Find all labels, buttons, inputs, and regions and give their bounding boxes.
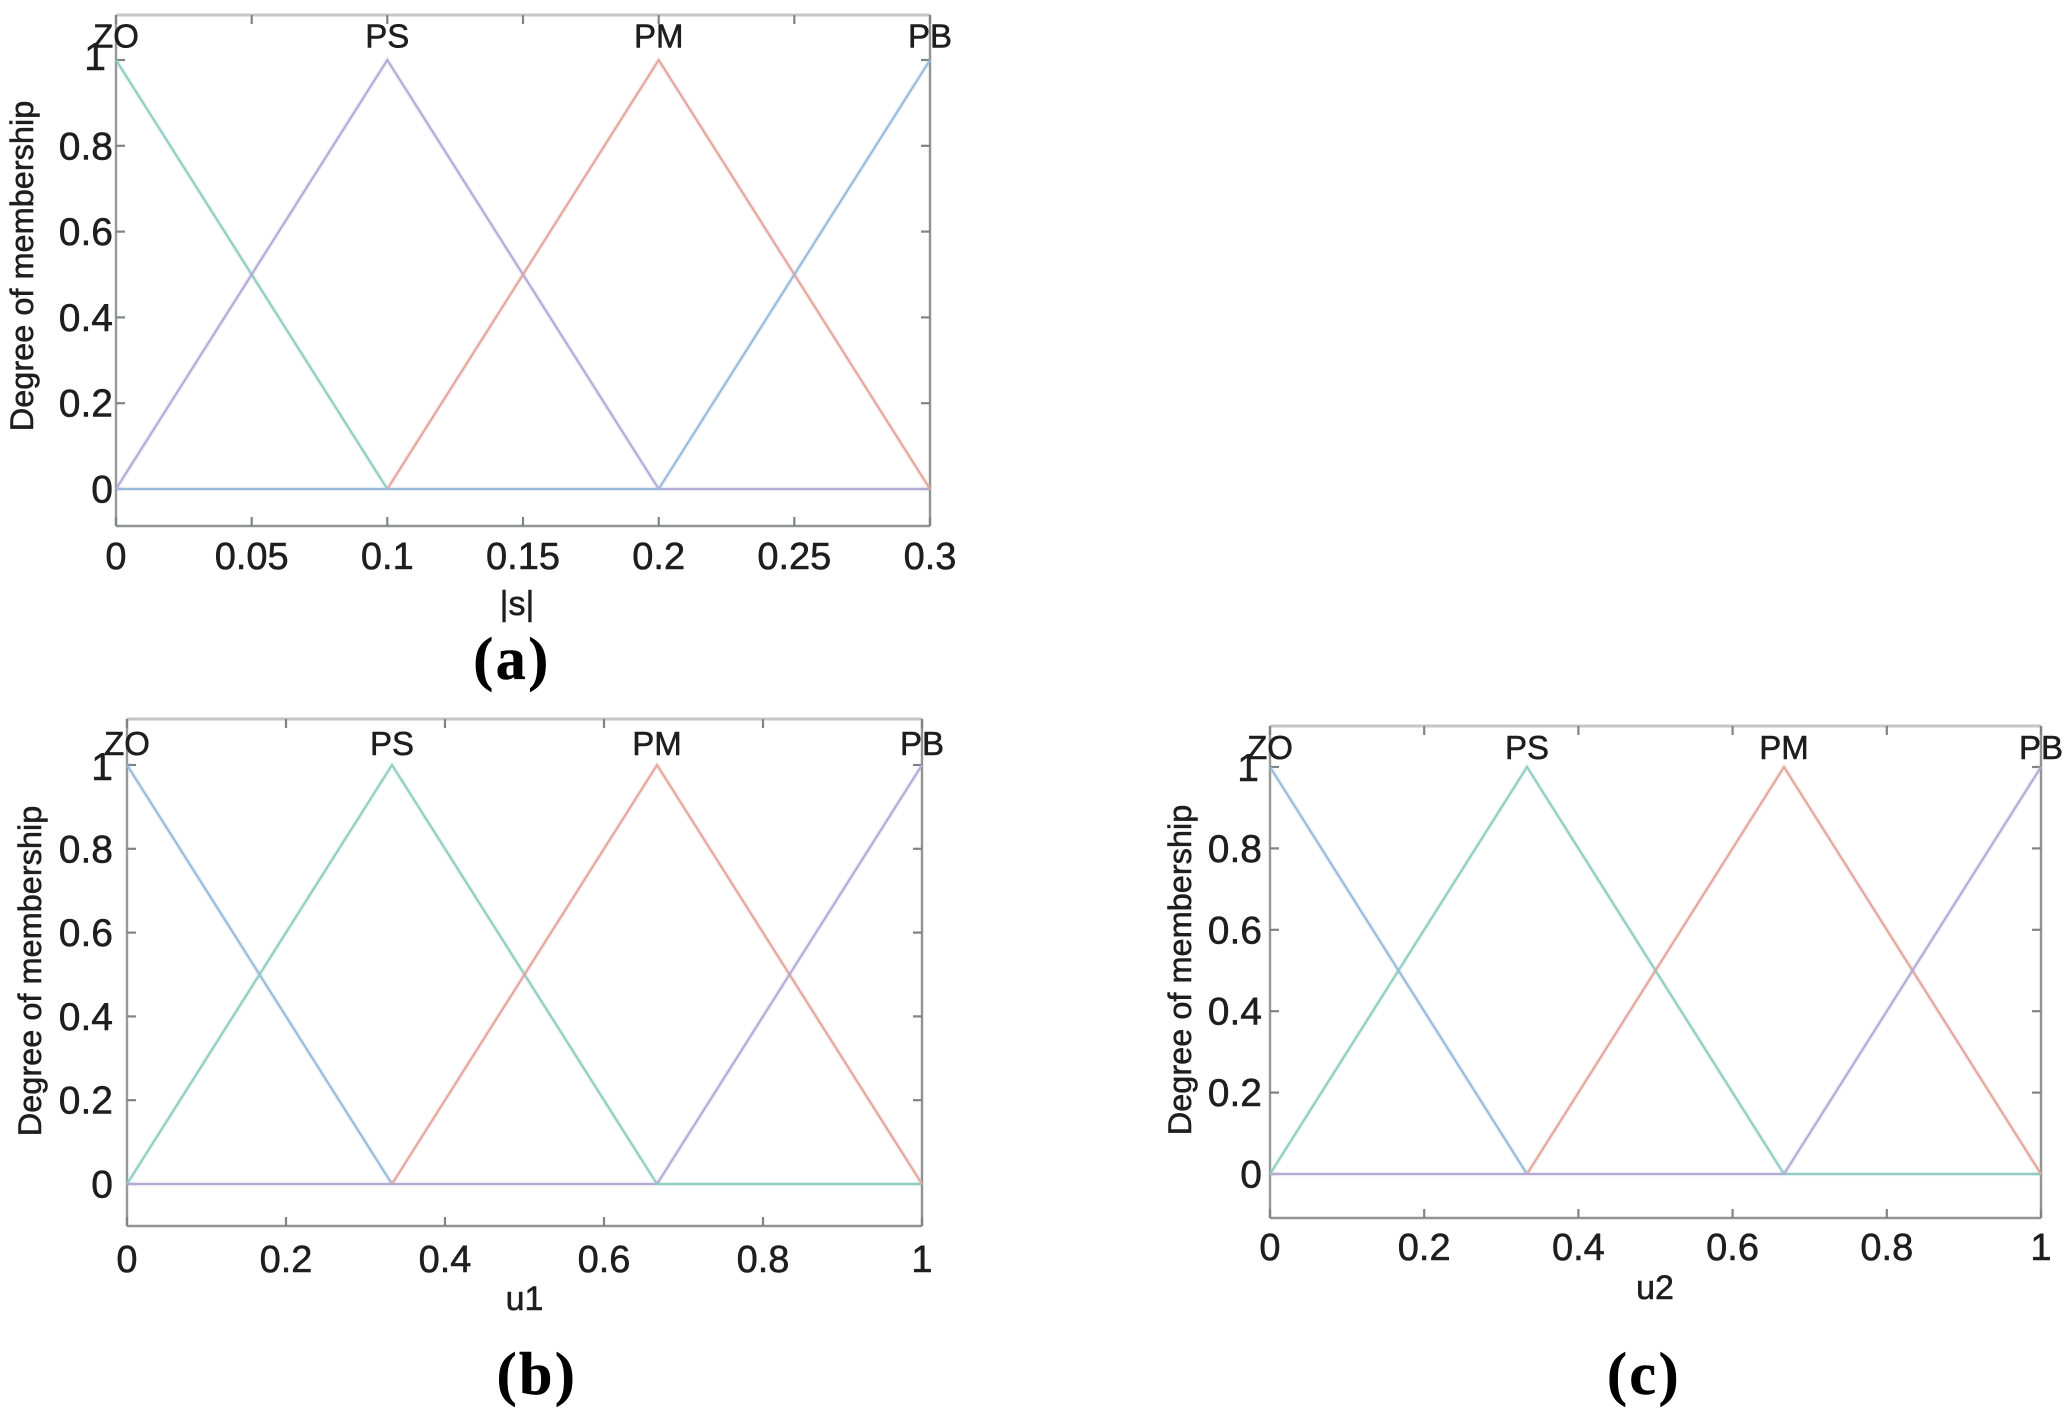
- svg-text:0.4: 0.4: [1208, 991, 1262, 1034]
- svg-text:|s|: |s|: [500, 585, 535, 623]
- svg-text:0.2: 0.2: [1208, 1072, 1262, 1115]
- svg-text:0.3: 0.3: [904, 536, 957, 578]
- svg-text:0: 0: [1259, 1227, 1280, 1269]
- svg-text:0.4: 0.4: [419, 1239, 472, 1281]
- svg-text:0.8: 0.8: [59, 828, 113, 871]
- svg-text:(a): (a): [473, 626, 550, 692]
- svg-text:0.1: 0.1: [361, 536, 414, 578]
- svg-text:ZO: ZO: [1247, 729, 1293, 766]
- svg-text:ZO: ZO: [93, 18, 139, 55]
- svg-text:PS: PS: [1505, 729, 1549, 766]
- svg-text:0.2: 0.2: [59, 383, 113, 426]
- svg-text:PM: PM: [1759, 729, 1809, 766]
- svg-text:0.6: 0.6: [1208, 909, 1262, 952]
- svg-text:0.8: 0.8: [1860, 1227, 1913, 1269]
- svg-text:PS: PS: [370, 725, 414, 762]
- svg-text:1: 1: [91, 746, 113, 789]
- svg-text:0.2: 0.2: [260, 1239, 313, 1281]
- svg-text:0: 0: [105, 536, 126, 578]
- svg-text:0.05: 0.05: [215, 536, 289, 578]
- svg-text:0.8: 0.8: [737, 1239, 790, 1281]
- svg-text:PS: PS: [365, 18, 409, 55]
- svg-text:0.6: 0.6: [59, 211, 113, 254]
- svg-text:0.6: 0.6: [578, 1239, 631, 1281]
- svg-text:1: 1: [84, 36, 106, 79]
- svg-text:1: 1: [2030, 1227, 2051, 1269]
- svg-text:0.6: 0.6: [59, 912, 113, 955]
- svg-text:(c): (c): [1607, 1341, 1681, 1407]
- svg-text:0.4: 0.4: [59, 996, 113, 1039]
- svg-text:0: 0: [116, 1239, 137, 1281]
- svg-text:0.4: 0.4: [1552, 1227, 1605, 1269]
- svg-text:0.2: 0.2: [632, 536, 685, 578]
- svg-text:PM: PM: [634, 18, 684, 55]
- svg-text:u1: u1: [506, 1280, 544, 1318]
- svg-text:0.8: 0.8: [1208, 828, 1262, 871]
- svg-text:0: 0: [91, 1164, 113, 1207]
- svg-text:0.6: 0.6: [1706, 1227, 1759, 1269]
- svg-text:0.8: 0.8: [59, 125, 113, 168]
- svg-text:PB: PB: [908, 18, 952, 55]
- svg-text:0.2: 0.2: [1398, 1227, 1451, 1269]
- svg-text:Degree of membership: Degree of membership: [1162, 805, 1198, 1136]
- svg-text:0.25: 0.25: [757, 536, 831, 578]
- svg-text:1: 1: [1237, 747, 1259, 790]
- svg-text:PB: PB: [2019, 729, 2063, 766]
- svg-text:0: 0: [1240, 1154, 1262, 1197]
- svg-text:(b): (b): [497, 1341, 578, 1407]
- svg-text:Degree of membership: Degree of membership: [12, 806, 48, 1137]
- svg-text:ZO: ZO: [104, 725, 150, 762]
- svg-text:0.15: 0.15: [486, 536, 560, 578]
- svg-text:PM: PM: [632, 725, 682, 762]
- svg-text:PB: PB: [900, 725, 944, 762]
- svg-text:1: 1: [911, 1239, 932, 1281]
- svg-text:u2: u2: [1636, 1269, 1674, 1307]
- svg-text:0.4: 0.4: [59, 297, 113, 340]
- svg-text:0.2: 0.2: [59, 1080, 113, 1123]
- svg-text:0: 0: [91, 469, 113, 512]
- svg-text:Degree of membership: Degree of membership: [4, 101, 40, 432]
